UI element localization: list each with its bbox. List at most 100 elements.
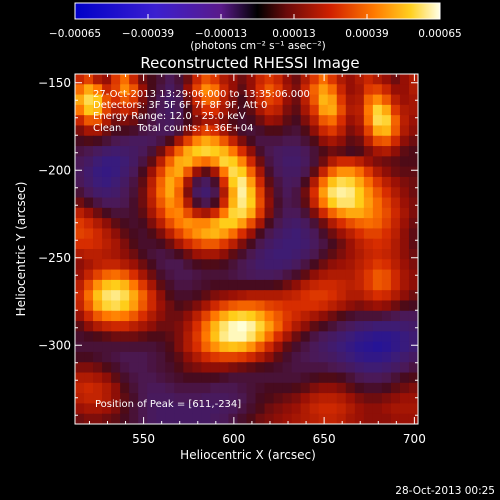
- heatmap-cell: [291, 115, 302, 127]
- heatmap-cell: [363, 393, 374, 405]
- heatmap-cell: [408, 403, 418, 415]
- heatmap-cell: [75, 74, 85, 85]
- heatmap-cell: [129, 166, 139, 178]
- heatmap-cell: [309, 197, 320, 209]
- x-axis-label: Heliocentric X (arcsec): [180, 448, 316, 462]
- heatmap-cell: [201, 94, 211, 106]
- heatmap-cell: [309, 290, 320, 302]
- heatmap-cell: [147, 166, 157, 178]
- heatmap-cell: [264, 135, 275, 147]
- heatmap-cell: [300, 351, 311, 363]
- heatmap-cell: [327, 146, 338, 157]
- heatmap-cell: [210, 259, 221, 271]
- heatmap-cell: [75, 166, 85, 178]
- heatmap-cell: [93, 351, 103, 363]
- heatmap-cell: [84, 341, 94, 353]
- heatmap-cell: [282, 94, 293, 106]
- heatmap-cell: [390, 207, 401, 219]
- heatmap-cell: [336, 176, 347, 188]
- heatmap-cell: [336, 94, 347, 106]
- heatmap-cell: [201, 269, 211, 281]
- heatmap-cell: [318, 218, 329, 230]
- heatmap-cell: [408, 382, 418, 394]
- heatmap-cell: [102, 413, 112, 424]
- heatmap-cell: [120, 269, 130, 281]
- heatmap-cell: [255, 341, 266, 353]
- heatmap-cell: [354, 372, 365, 384]
- heatmap-cell: [120, 321, 130, 332]
- heatmap-cell: [255, 362, 266, 374]
- heatmap-cell: [129, 135, 139, 147]
- heatmap-cell: [309, 249, 320, 260]
- heatmap-cell: [273, 341, 284, 353]
- heatmap-cell: [354, 341, 365, 353]
- heatmap-cell: [192, 249, 202, 260]
- heatmap-cell: [201, 290, 211, 302]
- heatmap-cell: [111, 187, 121, 199]
- heatmap-cell: [156, 94, 166, 106]
- heatmap-cell: [309, 310, 320, 322]
- heatmap-cell: [255, 382, 266, 394]
- heatmap-cell: [273, 94, 284, 106]
- heatmap-cell: [372, 331, 383, 343]
- heatmap-cell: [210, 125, 221, 137]
- colorbar-tick-label: 0.00039: [345, 28, 388, 40]
- heatmap-cell: [345, 413, 356, 424]
- heatmap-cell: [138, 310, 148, 322]
- heatmap-cell: [120, 74, 130, 85]
- heatmap-cell: [165, 310, 175, 322]
- heatmap-cell: [282, 197, 293, 209]
- heatmap-cell: [192, 207, 202, 219]
- heatmap-cell: [219, 94, 230, 106]
- heatmap-cell: [336, 393, 347, 405]
- heatmap-cell: [201, 331, 211, 343]
- heatmap-cell: [138, 187, 148, 199]
- heatmap-cell: [381, 321, 392, 332]
- heatmap-cell: [246, 300, 257, 312]
- heatmap-cell: [165, 104, 175, 116]
- heatmap-cell: [408, 125, 418, 137]
- heatmap-cell: [264, 331, 275, 343]
- heatmap-cell: [84, 84, 94, 96]
- heatmap-cell: [345, 249, 356, 260]
- heatmap-cell: [372, 176, 383, 188]
- heatmap-cell: [390, 300, 401, 312]
- heatmap-cell: [363, 279, 374, 291]
- heatmap-cell: [138, 259, 148, 271]
- heatmap-cell: [246, 238, 257, 250]
- heatmap-cell: [219, 372, 230, 384]
- heatmap-cell: [147, 104, 157, 116]
- heatmap-cell: [192, 135, 202, 147]
- heatmap-cell: [75, 290, 85, 302]
- heatmap-cell: [228, 135, 239, 147]
- heatmap-cell: [156, 300, 166, 312]
- heatmap-cell: [336, 403, 347, 415]
- heatmap-cell: [219, 321, 230, 332]
- heatmap-cell: [237, 135, 248, 147]
- heatmap-cell: [273, 331, 284, 343]
- heatmap-cell: [129, 125, 139, 137]
- heatmap-cell: [291, 84, 302, 96]
- heatmap-cell: [309, 331, 320, 343]
- heatmap-cell: [300, 310, 311, 322]
- heatmap-cell: [129, 372, 139, 384]
- heatmap-cell: [237, 310, 248, 322]
- heatmap-cell: [165, 403, 175, 415]
- heatmap-cell: [399, 382, 410, 394]
- heatmap-cell: [93, 310, 103, 322]
- heatmap-cell: [120, 351, 130, 363]
- heatmap-cell: [390, 94, 401, 106]
- heatmap-cell: [201, 115, 211, 127]
- heatmap-cell: [363, 218, 374, 230]
- heatmap-cell: [327, 362, 338, 374]
- heatmap-cell: [129, 115, 139, 127]
- heatmap-cell: [354, 310, 365, 322]
- heatmap-cell: [354, 393, 365, 405]
- annotation-detectors: Detectors: 3F 5F 6F 7F 8F 9F, Att 0: [93, 100, 267, 111]
- heatmap-cell: [390, 146, 401, 157]
- heatmap-cell: [75, 238, 85, 250]
- heatmap-cell: [165, 300, 175, 312]
- heatmap-cell: [228, 372, 239, 384]
- heatmap-cell: [138, 115, 148, 127]
- heatmap-cell: [111, 249, 121, 260]
